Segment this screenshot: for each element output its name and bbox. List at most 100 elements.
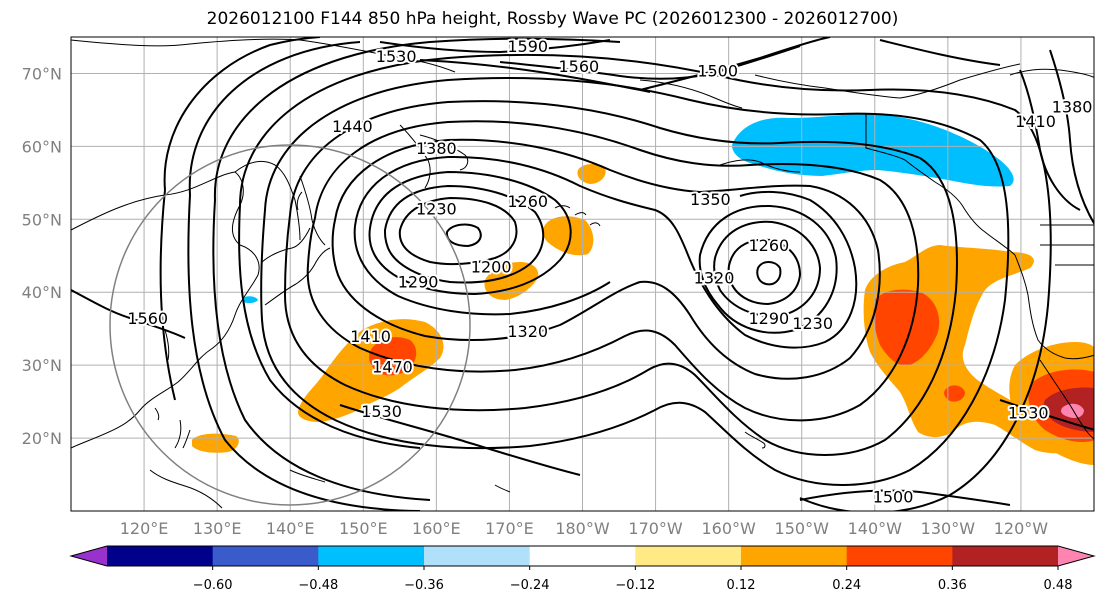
- contour-1350: [331, 138, 881, 380]
- latitude-label: 50°N: [22, 210, 62, 229]
- positive-anomaly-small-north: [577, 164, 606, 184]
- svg-text:1530: 1530: [361, 402, 402, 421]
- longitude-label: 140°W: [848, 519, 903, 538]
- longitude-label: 180°W: [555, 519, 610, 538]
- contour-label: 1500: [695, 60, 740, 83]
- latitude-labels: 20°N 30°N 40°N 50°N 60°N 70°N: [22, 64, 62, 448]
- contour-1530: [188, 41, 361, 196]
- contour-label: 1530: [359, 400, 404, 423]
- contour-1590: [379, 39, 611, 54]
- svg-text:1380: 1380: [416, 139, 457, 158]
- svg-text:1590: 1590: [507, 37, 548, 56]
- contour-label: 1530: [1006, 402, 1051, 425]
- svg-text:1290: 1290: [398, 272, 439, 291]
- contour-1500b: [639, 37, 831, 91]
- positive-anomaly-small-east: [944, 385, 965, 402]
- contour-1200: [445, 223, 482, 248]
- positive-anomaly-mexico-max: [1061, 403, 1084, 418]
- longitude-label: 170°E: [485, 519, 534, 538]
- longitude-label: 140°E: [266, 519, 315, 538]
- positive-anomaly-west-pacific-core: [369, 337, 417, 376]
- contour-1380b: [1049, 49, 1094, 226]
- svg-text:1230: 1230: [792, 314, 833, 333]
- latitude-label: 20°N: [22, 429, 62, 448]
- svg-text:1560: 1560: [558, 57, 599, 76]
- longitude-label: 170°W: [628, 519, 683, 538]
- contour-label: 1560: [556, 55, 601, 78]
- contour-label: 1410: [1013, 110, 1058, 133]
- svg-text:1290: 1290: [748, 309, 789, 328]
- contour-1500e: [879, 39, 1001, 66]
- contour-label: 1290: [746, 307, 791, 330]
- latitude-label: 30°N: [22, 356, 62, 375]
- contour-label: 1200: [469, 256, 514, 279]
- contour-label: 1410: [348, 325, 393, 348]
- contour-label: 1290: [396, 270, 441, 293]
- longitude-label: 160°W: [701, 519, 756, 538]
- map-frame: [70, 36, 1095, 512]
- contour-label: 1260: [505, 190, 550, 213]
- contour-1500c: [212, 199, 431, 501]
- contour-label: 1380: [414, 137, 459, 160]
- longitude-label: 120°E: [120, 519, 169, 538]
- longitude-label: 150°W: [775, 519, 830, 538]
- contour-1500d: [799, 489, 1011, 506]
- contour-1470b: [238, 204, 421, 449]
- contour-1290b: [698, 204, 838, 334]
- svg-text:1200: 1200: [471, 258, 512, 277]
- contour-1410b: [1019, 69, 1081, 211]
- positive-anomaly-central-north: [542, 216, 594, 256]
- svg-text:1380: 1380: [1052, 97, 1093, 116]
- contour-1260b: [713, 220, 822, 318]
- contour-label: 1260: [746, 234, 791, 257]
- contour-1560c: [499, 45, 801, 80]
- positive-anomaly-small-south: [192, 433, 239, 453]
- longitude-label: 130°W: [921, 519, 976, 538]
- latitude-label: 60°N: [22, 137, 62, 156]
- contour-label: 1560: [125, 307, 170, 330]
- contour-1320c: [353, 225, 611, 316]
- contour-1530d: [339, 404, 581, 476]
- svg-text:1440: 1440: [332, 117, 373, 136]
- latitude-label: 70°N: [22, 64, 62, 83]
- contour-label: 1230: [414, 197, 459, 220]
- contour-label: 1470: [370, 356, 415, 379]
- coastlines: [71, 38, 1094, 509]
- contour-1230b: [727, 238, 802, 306]
- svg-text:1410: 1410: [1015, 112, 1056, 131]
- contour-1560: [163, 37, 321, 191]
- figure-title: 2026012100 F144 850 hPa height, Rossby W…: [206, 9, 899, 29]
- anomaly-shading: [192, 113, 1094, 465]
- contour-1530e: [999, 399, 1094, 431]
- contour-label: 1320: [692, 267, 737, 290]
- contour-1290: [368, 170, 572, 296]
- contour-1230: [398, 196, 518, 266]
- contour-label: 1350: [688, 188, 733, 211]
- contour-1200b: [756, 261, 782, 286]
- contour-1320: [354, 155, 858, 349]
- svg-text:1230: 1230: [416, 199, 457, 218]
- height-contours: [71, 37, 1094, 511]
- contour-1530c: [187, 194, 421, 511]
- positive-anomaly-east-pacific-core: [873, 289, 940, 366]
- svg-text:1320: 1320: [694, 269, 735, 288]
- longitude-label: 160°E: [412, 519, 461, 538]
- longitude-label: 130°E: [193, 519, 242, 538]
- contour-label: 1440: [330, 115, 375, 138]
- longitude-labels: 120°E 130°E 140°E 150°E 160°E 170°E 180°W 170°W…: [120, 519, 1049, 538]
- contour-1530b: [419, 59, 651, 93]
- contour-label: 1530: [374, 45, 419, 68]
- svg-text:1410: 1410: [350, 327, 391, 346]
- latitude-label: 40°N: [22, 283, 62, 302]
- svg-text:1530: 1530: [1008, 404, 1049, 423]
- contour-label: 1320: [505, 320, 550, 343]
- range-ring: [109, 144, 471, 506]
- svg-text:1260: 1260: [748, 236, 789, 255]
- contour-1380: [306, 120, 920, 422]
- contour-1410: [283, 100, 958, 456]
- contour-labels: 1590 1530 1560 1500 1440 1380 1230 1260 1350 1260…: [125, 37, 1094, 508]
- svg-text:1500: 1500: [697, 62, 738, 81]
- svg-text:1320: 1320: [507, 322, 548, 341]
- contour-label: 1590: [505, 37, 550, 58]
